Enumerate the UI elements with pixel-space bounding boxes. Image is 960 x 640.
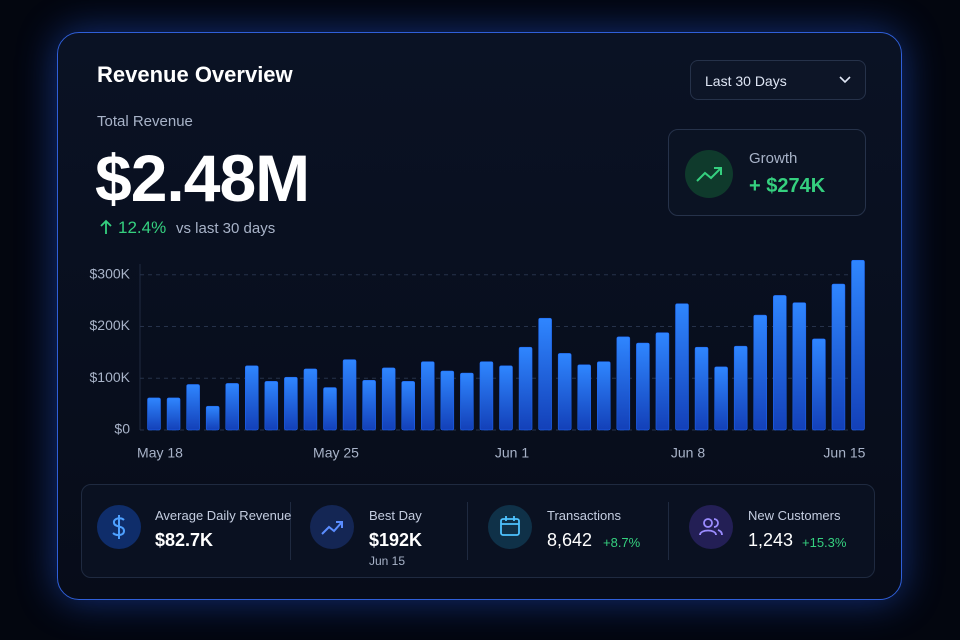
stat-label: New Customers	[748, 508, 841, 523]
users-icon	[689, 505, 733, 549]
separator	[467, 502, 468, 560]
stat-value: $192K	[369, 530, 423, 550]
chart: $0 $100K $200K $300K May 18 May 25 Jun 1 Jun 8 J…	[90, 259, 866, 461]
growth-value: + $274K	[749, 175, 826, 197]
bar	[362, 380, 376, 431]
stat-value: 1,243	[748, 530, 794, 550]
up-arrow	[100, 219, 112, 234]
bar	[421, 361, 435, 431]
y-tick-label: $200K	[90, 317, 131, 333]
bar	[460, 372, 474, 431]
bar	[147, 397, 161, 431]
bar	[284, 376, 298, 431]
stat-label: Average Daily Revenue	[155, 508, 292, 523]
bar	[577, 364, 591, 431]
growth-label: Growth	[749, 150, 798, 167]
chevron	[839, 76, 851, 84]
bar	[773, 295, 787, 431]
bar	[636, 342, 650, 431]
x-tick-label: May 25	[313, 445, 359, 461]
separator	[668, 502, 669, 560]
bar	[342, 359, 357, 431]
bar	[499, 365, 513, 431]
calendar-icon	[488, 505, 532, 549]
bar	[831, 283, 846, 431]
stat-sub: Jun 15	[369, 554, 406, 568]
bar	[401, 381, 415, 431]
bar	[303, 368, 318, 431]
bar	[479, 361, 494, 431]
bar	[733, 345, 748, 431]
bar	[694, 346, 709, 431]
y-tick-label: $300K	[90, 265, 131, 281]
bar	[186, 384, 200, 431]
bar	[225, 383, 239, 431]
range-dropdown[interactable]: Last 30 Days	[690, 60, 866, 100]
bar	[714, 366, 728, 431]
bar	[753, 314, 767, 431]
separator	[290, 502, 291, 560]
kpi-compare: vs last 30 days	[176, 220, 276, 237]
bar	[381, 367, 396, 431]
bar	[655, 332, 670, 431]
growth-icon	[685, 150, 733, 198]
stat-value: $82.7K	[155, 530, 214, 550]
bar	[675, 303, 689, 431]
x-tick-label: May 18	[137, 445, 183, 461]
stat-label: Transactions	[547, 508, 621, 523]
x-tick-label: Jun 1	[495, 445, 529, 461]
bar	[166, 397, 181, 431]
bar	[616, 336, 631, 431]
title: Revenue Overview	[97, 62, 293, 87]
dollar-icon	[97, 505, 141, 549]
x-tick-label: Jun 15	[823, 445, 865, 461]
y-tick-label: $100K	[90, 369, 131, 385]
x-tick-label: Jun 8	[671, 445, 705, 461]
kpi-change: 12.4%	[118, 218, 167, 237]
bar	[245, 365, 259, 431]
stat-sub: +8.7%	[603, 535, 641, 550]
bar	[851, 259, 865, 431]
kpi-value: $2.48M	[95, 141, 310, 215]
bar	[205, 405, 220, 431]
stat-label: Best Day	[369, 508, 422, 523]
stat-value: 8,642	[547, 530, 593, 550]
bar	[440, 370, 455, 431]
bar	[323, 387, 337, 431]
stats-panel	[81, 484, 875, 578]
kpi-label: Total Revenue	[97, 113, 193, 130]
trend-icon	[310, 505, 354, 549]
bar	[812, 338, 826, 431]
bar	[538, 317, 552, 431]
bar	[597, 361, 611, 431]
y-tick-label: $0	[114, 421, 130, 437]
bar	[557, 353, 572, 431]
stat-sub: +15.3%	[802, 535, 847, 550]
range-label: Last 30 Days	[705, 73, 787, 89]
bar	[264, 381, 279, 431]
bar	[518, 346, 533, 431]
bar	[792, 302, 807, 431]
